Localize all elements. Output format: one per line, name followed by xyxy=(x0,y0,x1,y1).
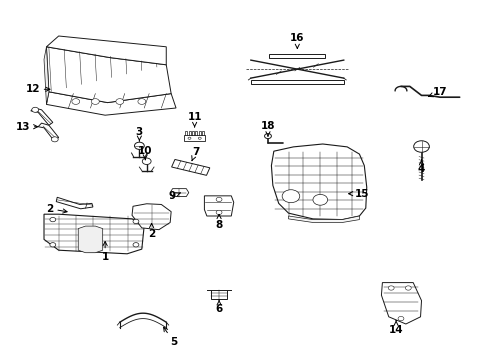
Text: 6: 6 xyxy=(215,300,222,314)
Polygon shape xyxy=(211,290,226,299)
Circle shape xyxy=(142,158,151,165)
Circle shape xyxy=(413,141,428,152)
Text: 16: 16 xyxy=(289,33,304,48)
Polygon shape xyxy=(46,36,166,65)
Polygon shape xyxy=(44,214,144,254)
Polygon shape xyxy=(46,92,176,115)
Circle shape xyxy=(216,210,222,215)
Polygon shape xyxy=(132,204,171,230)
Text: 17: 17 xyxy=(427,87,447,97)
Circle shape xyxy=(282,190,299,203)
Polygon shape xyxy=(46,47,171,103)
Polygon shape xyxy=(271,144,366,220)
Circle shape xyxy=(32,107,39,112)
Polygon shape xyxy=(184,135,204,141)
Circle shape xyxy=(405,286,410,290)
Circle shape xyxy=(312,194,327,205)
Text: 2: 2 xyxy=(46,204,67,214)
Text: 15: 15 xyxy=(348,189,368,199)
Text: 11: 11 xyxy=(187,112,202,127)
Circle shape xyxy=(187,137,190,139)
Circle shape xyxy=(264,134,271,139)
Text: 4: 4 xyxy=(417,159,425,174)
Polygon shape xyxy=(288,216,359,222)
Polygon shape xyxy=(269,54,325,58)
Polygon shape xyxy=(31,108,53,125)
Text: 3: 3 xyxy=(136,127,142,141)
Polygon shape xyxy=(381,283,421,324)
Circle shape xyxy=(133,219,139,224)
Circle shape xyxy=(50,217,56,222)
Text: 2: 2 xyxy=(148,224,155,239)
Text: 13: 13 xyxy=(16,122,38,132)
Circle shape xyxy=(198,137,201,139)
Text: 14: 14 xyxy=(388,320,403,335)
Polygon shape xyxy=(78,226,102,253)
Text: 10: 10 xyxy=(138,145,152,160)
Circle shape xyxy=(134,142,144,149)
Circle shape xyxy=(72,99,80,104)
Polygon shape xyxy=(44,47,49,104)
Text: 8: 8 xyxy=(215,215,222,230)
Text: 1: 1 xyxy=(102,242,108,262)
Circle shape xyxy=(138,99,145,104)
Circle shape xyxy=(387,286,393,290)
Circle shape xyxy=(50,243,56,247)
Text: 18: 18 xyxy=(260,121,275,136)
Circle shape xyxy=(116,99,123,104)
Text: 7: 7 xyxy=(191,147,199,161)
Text: 9: 9 xyxy=(168,191,180,201)
Circle shape xyxy=(91,99,99,104)
Polygon shape xyxy=(250,80,343,84)
Polygon shape xyxy=(170,189,188,197)
Text: 5: 5 xyxy=(163,327,177,347)
Circle shape xyxy=(397,316,403,321)
Polygon shape xyxy=(204,196,233,216)
Polygon shape xyxy=(171,159,209,175)
Circle shape xyxy=(216,197,222,202)
Polygon shape xyxy=(56,197,93,209)
Polygon shape xyxy=(38,123,59,140)
Circle shape xyxy=(51,137,58,142)
Circle shape xyxy=(133,243,139,247)
Text: 12: 12 xyxy=(25,84,50,94)
